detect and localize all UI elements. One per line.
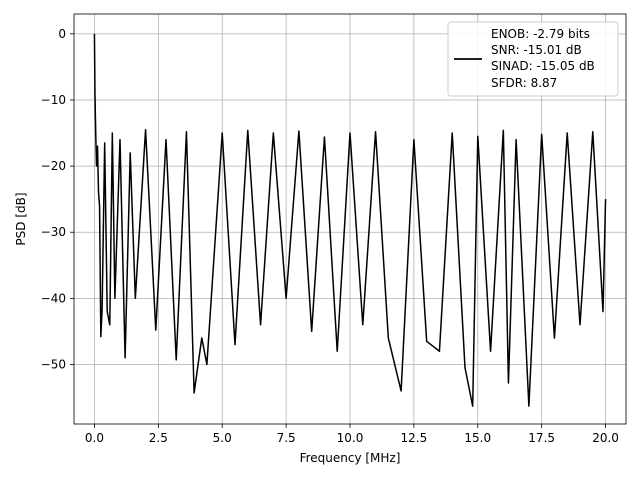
y-tick-label: −30 bbox=[41, 225, 66, 239]
x-tick-label: 15.0 bbox=[464, 431, 491, 445]
x-tick-label: 7.5 bbox=[277, 431, 296, 445]
y-tick-label: −20 bbox=[41, 159, 66, 173]
legend-box bbox=[447, 21, 619, 97]
y-tick-label: −10 bbox=[41, 93, 66, 107]
x-tick-label: 12.5 bbox=[401, 431, 428, 445]
y-axis-label: PSD [dB] bbox=[14, 192, 28, 245]
y-tick-label: −40 bbox=[41, 291, 66, 305]
legend-sfdr: SFDR: 8.87 bbox=[491, 76, 557, 90]
psd-series-line bbox=[93, 33, 607, 407]
legend-enob: ENOB: -2.79 bits bbox=[491, 27, 590, 41]
y-axis-ticks: 0 −10 −20 −30 −40 −50 bbox=[41, 27, 74, 371]
x-tick-label: 0.0 bbox=[85, 431, 104, 445]
x-tick-label: 2.5 bbox=[149, 431, 168, 445]
y-tick-label: −50 bbox=[41, 357, 66, 371]
x-tick-label: 17.5 bbox=[528, 431, 555, 445]
legend-sinad: SINAD: -15.05 dB bbox=[491, 59, 595, 73]
x-tick-label: 20.0 bbox=[592, 431, 619, 445]
x-axis-label: Frequency [MHz] bbox=[300, 451, 401, 465]
x-tick-label: 10.0 bbox=[337, 431, 364, 445]
legend: ENOB: -2.79 bits SNR: -15.01 dB SINAD: -… bbox=[447, 21, 619, 97]
x-tick-label: 5.0 bbox=[213, 431, 232, 445]
legend-snr: SNR: -15.01 dB bbox=[491, 43, 582, 57]
series-layer bbox=[93, 33, 607, 407]
y-tick-label: 0 bbox=[58, 27, 66, 41]
x-axis-ticks: 0.0 2.5 5.0 7.5 10.0 12.5 15.0 17.5 20.0 bbox=[85, 424, 619, 445]
